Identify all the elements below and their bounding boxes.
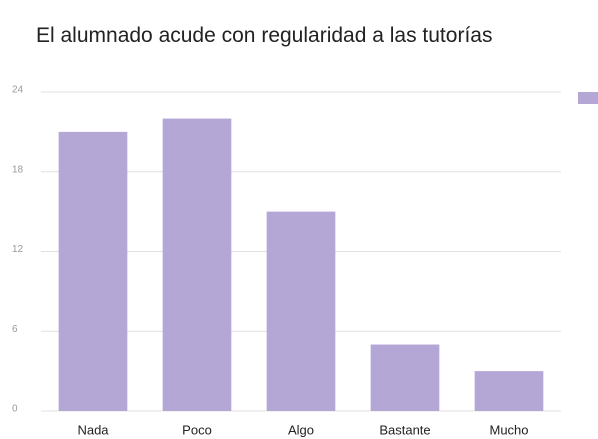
x-tick-label: Poco: [182, 422, 212, 437]
y-tick-label: 18: [12, 164, 24, 175]
x-tick-label: Algo: [288, 422, 314, 437]
x-tick-label: Bastante: [379, 422, 430, 437]
bar: [58, 131, 128, 411]
bar: [370, 344, 440, 411]
y-tick-label: 24: [12, 85, 24, 96]
y-tick-label: 6: [12, 324, 18, 335]
y-tick-label: 12: [12, 244, 24, 255]
x-tick-label: Mucho: [489, 422, 528, 437]
x-tick-label: Nada: [77, 422, 109, 437]
bar: [162, 118, 232, 411]
chart-title: El alumnado acude con regularidad a las …: [36, 24, 493, 47]
bar: [474, 371, 544, 411]
bar: [266, 211, 336, 411]
legend-swatch: [578, 92, 598, 104]
y-tick-label: 0: [12, 404, 18, 415]
